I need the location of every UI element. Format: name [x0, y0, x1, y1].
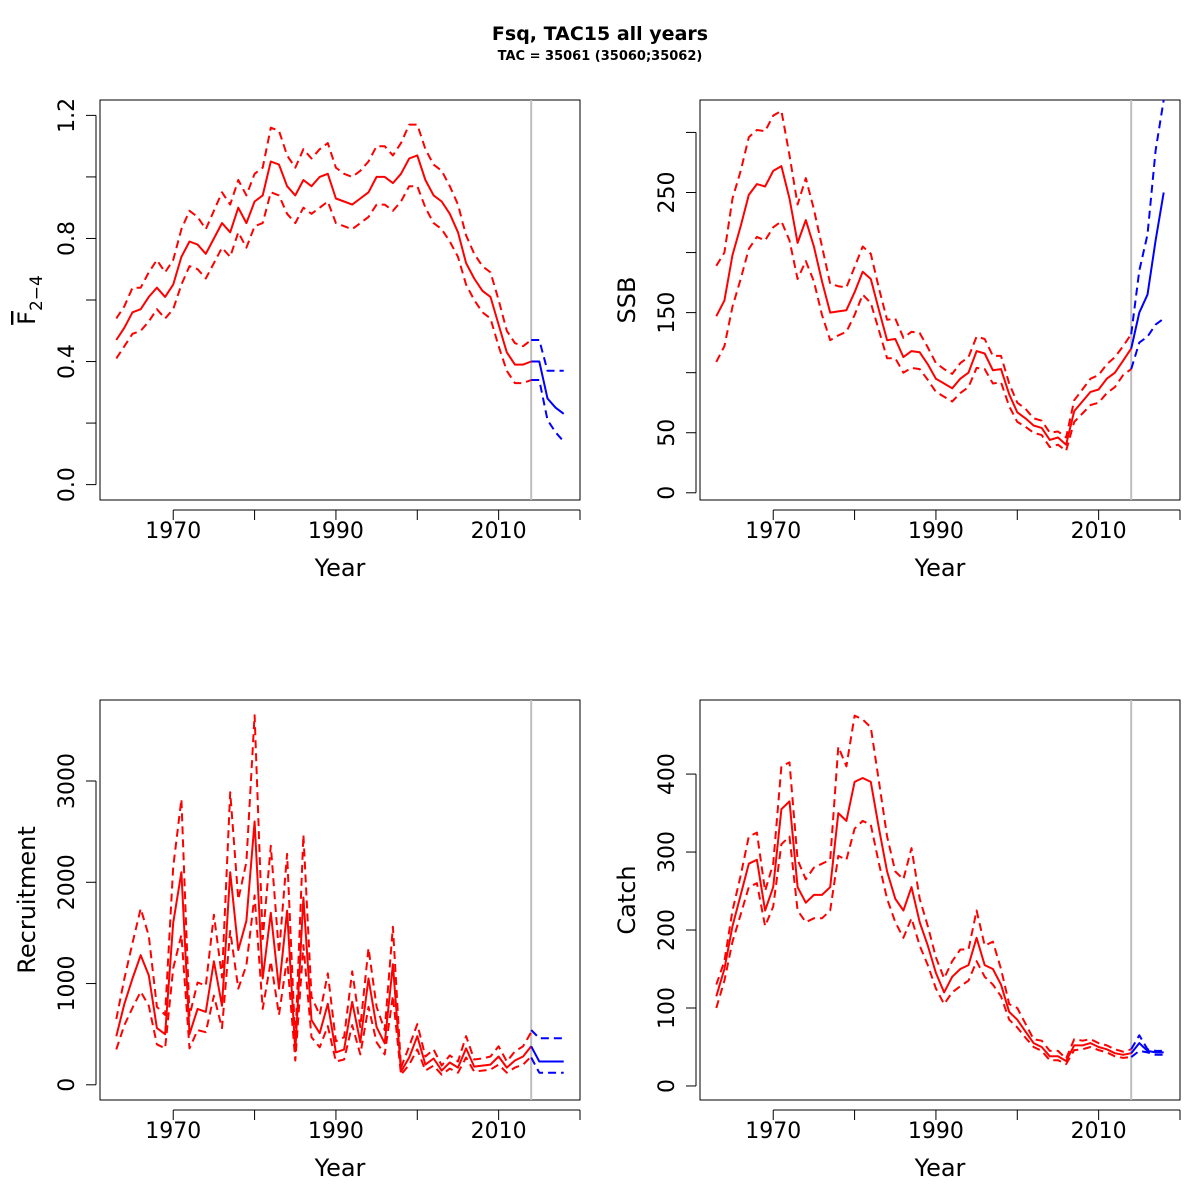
plot-frame [699, 699, 1181, 1101]
figure-title: Fsq, TAC15 all years [492, 23, 708, 45]
y-tick-label: 3000 [55, 753, 80, 809]
y-tick-label: 0 [655, 1079, 680, 1093]
y-axis-title: Recruitment [13, 826, 41, 973]
y-tick-label: 0.0 [55, 467, 80, 502]
x-axis-title: Year [914, 554, 966, 582]
panel-catch: 1970 1990 2010 Year 0 100 200 300 400 Catch [613, 699, 1181, 1182]
plot-frame [99, 699, 581, 1101]
figure-subtitle: TAC = 35061 (35060;35062) [498, 49, 703, 64]
series-group [115, 123, 565, 443]
series-estimate-dashed-line [115, 714, 533, 1069]
y-axis: 0 50 150 250 SSB [613, 131, 697, 500]
x-axis-title: Year [314, 554, 366, 582]
y-tick-label: 150 [655, 292, 680, 334]
y-axis: 0 1000 2000 3000 Recruitment [13, 753, 97, 1092]
x-tick-label: 1990 [908, 1119, 964, 1144]
series-forecast-dashed-line [530, 1057, 564, 1074]
x-axis-title: Year [314, 1154, 366, 1182]
x-tick-label: 1970 [145, 519, 201, 544]
y-axis-title: F2−4 [13, 275, 47, 325]
series-estimate-dashed-line [715, 819, 1132, 1066]
y-axis-title-main: F [13, 311, 41, 325]
y-axis: 0 100 200 300 400 Catch [613, 753, 697, 1093]
series-forecast-dashed-line [531, 379, 565, 443]
y-tick-label: 300 [655, 831, 680, 873]
series-estimate-solid-line [115, 154, 532, 366]
y-axis-title: Catch [613, 865, 641, 934]
x-tick-label: 1990 [908, 519, 964, 544]
series-estimate-dashed-line [715, 220, 1132, 452]
y-tick-label: 100 [655, 987, 680, 1029]
series-forecast-dashed-line [531, 339, 564, 372]
y-tick-label: 0.4 [55, 344, 80, 379]
series-forecast-dashed-line [530, 1029, 564, 1040]
x-axis: 1970 1990 2010 Year [745, 509, 1181, 582]
series-forecast-dashed-line [1130, 99, 1165, 335]
series-estimate-dashed-line [115, 185, 532, 385]
series-group [115, 714, 564, 1076]
series-forecast-solid-line [530, 1045, 564, 1063]
panel-fbar: 1970 1990 2010 Year 0.0 0.4 0.8 1.2 F2−4 [13, 98, 581, 582]
y-tick-label: 200 [655, 909, 680, 951]
x-tick-label: 1970 [145, 1119, 201, 1144]
x-tick-label: 1990 [308, 519, 364, 544]
x-axis: 1970 1990 2010 Year [745, 1109, 1181, 1182]
y-tick-label: 1.2 [55, 98, 80, 133]
x-axis: 1970 1990 2010 Year [145, 1109, 581, 1182]
x-tick-label: 1970 [745, 1119, 801, 1144]
series-forecast-dashed-line [1130, 1049, 1164, 1058]
series-forecast-solid-line [1130, 1042, 1164, 1054]
panels: 1970 1990 2010 Year 0.0 0.4 0.8 1.2 F2−4 1970 1990… [13, 98, 1181, 1182]
x-tick-label: 2010 [1071, 1119, 1127, 1144]
y-tick-label: 2000 [55, 854, 80, 910]
y-tick-label: 1000 [55, 956, 80, 1012]
y-tick-label: 50 [655, 419, 680, 447]
x-tick-label: 1990 [308, 1119, 364, 1144]
series-estimate-solid-line [115, 820, 532, 1073]
y-tick-label: 0.8 [55, 221, 80, 256]
x-axis-title: Year [914, 1154, 966, 1182]
x-tick-label: 2010 [471, 1119, 527, 1144]
x-tick-label: 2010 [471, 519, 527, 544]
series-estimate-solid-line [715, 165, 1133, 446]
series-forecast-dashed-line [1130, 1034, 1164, 1052]
y-axis-title: SSB [613, 277, 641, 324]
y-axis: 0.0 0.4 0.8 1.2 F2−4 [13, 98, 97, 502]
y-tick-label: 250 [655, 171, 680, 213]
series-group [715, 99, 1165, 452]
panel-ssb: 1970 1990 2010 Year 0 50 150 250 SSB [613, 99, 1181, 582]
y-tick-label: 400 [655, 753, 680, 795]
series-estimate-dashed-line [115, 894, 532, 1076]
panel-recruitment: 1970 1990 2010 Year 0 1000 2000 3000 Recruitment [13, 699, 581, 1182]
series-forecast-solid-line [1130, 192, 1165, 349]
series-group [715, 714, 1164, 1066]
plot-frame [99, 99, 581, 501]
x-tick-label: 2010 [1071, 519, 1127, 544]
y-tick-label: 0 [55, 1078, 80, 1092]
series-estimate-solid-line [715, 777, 1132, 1062]
y-tick-label: 0 [655, 486, 680, 500]
series-estimate-dashed-line [715, 714, 1132, 1060]
series-forecast-dashed-line [1130, 317, 1165, 370]
series-estimate-dashed-line [715, 109, 1133, 439]
series-forecast-solid-line [531, 360, 565, 415]
series-estimate-dashed-line [115, 123, 532, 348]
plot-frame [699, 99, 1181, 501]
x-axis: 1970 1990 2010 Year [145, 509, 581, 582]
x-tick-label: 1970 [745, 519, 801, 544]
y-axis-title-subscript: 2−4 [27, 275, 47, 311]
